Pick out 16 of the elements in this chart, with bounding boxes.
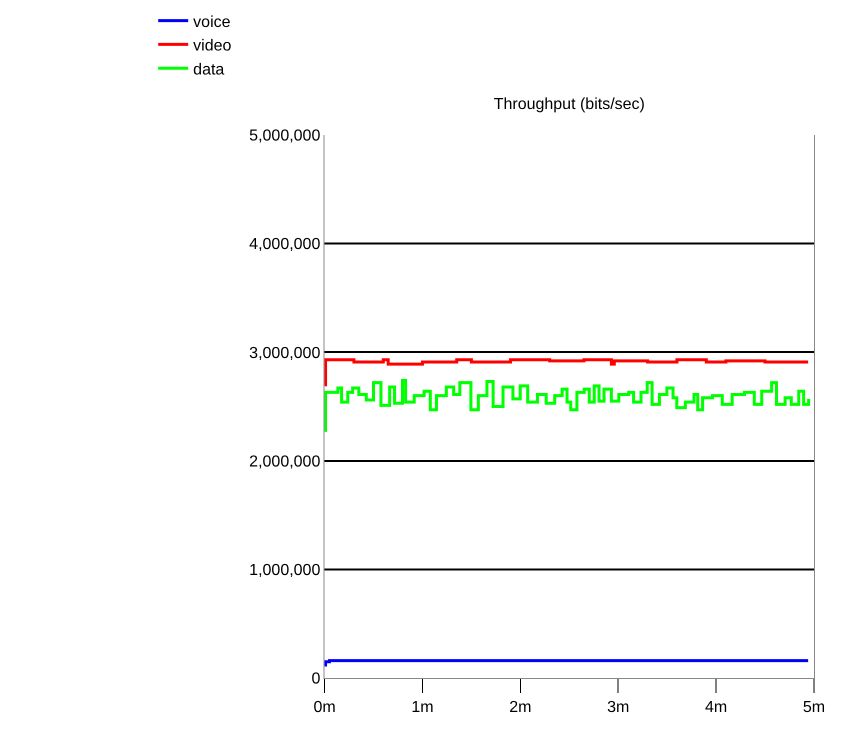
y-tick-label: 5,000,000 (249, 128, 320, 145)
x-tick-label: 5m (802, 699, 826, 716)
legend-label: data (193, 61, 224, 78)
legend-label: video (193, 38, 232, 55)
x-tick-label: 0m (313, 699, 336, 716)
y-tick-label: 3,000,000 (249, 344, 320, 362)
chart-title: Throughput (bits/sec) (494, 96, 645, 114)
y-tick-label: 1,000,000 (249, 562, 320, 579)
legend-label: voice (193, 14, 231, 31)
x-tick-label: 1m (411, 699, 434, 716)
y-tick-label: 2,000,000 (249, 453, 320, 470)
x-tick-label: 3m (607, 699, 630, 716)
x-tick-label: 4m (705, 699, 728, 716)
y-tick-label: 0 (311, 670, 320, 688)
x-tick-label: 2m (509, 699, 532, 716)
y-tick-label: 4,000,000 (249, 236, 320, 254)
